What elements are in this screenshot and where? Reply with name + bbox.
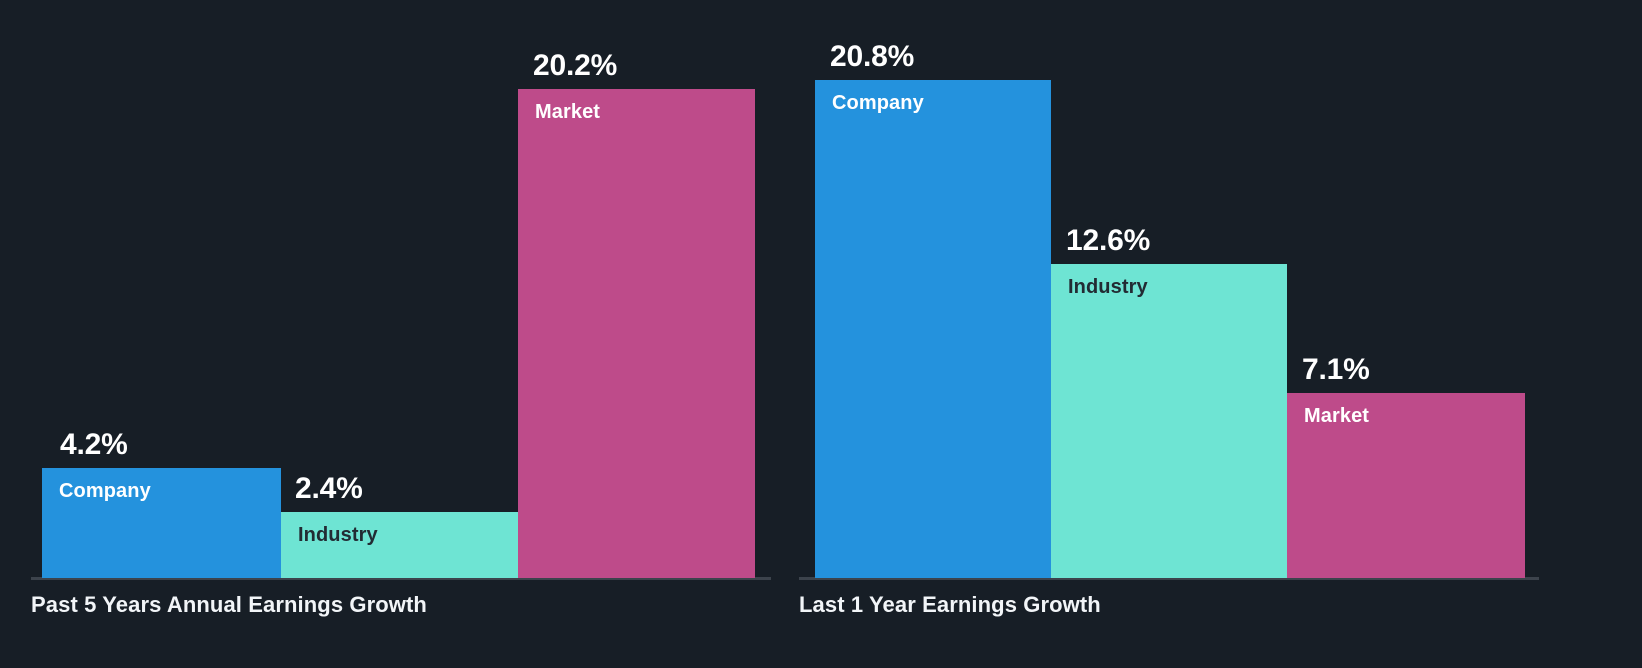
bar-category-label-left-industry: Industry — [298, 524, 378, 546]
chart-panel-last-1-year: Company 20.8% Industry 12.6% Market 7.1%… — [790, 0, 1642, 668]
bar-left-industry[interactable]: Industry — [281, 512, 518, 578]
bar-fill-right-industry — [1051, 264, 1287, 578]
bar-value-label-left-company: 4.2% — [60, 428, 128, 461]
bar-category-label-left-company: Company — [59, 480, 151, 502]
bar-value-label-left-industry: 2.4% — [295, 472, 363, 505]
bar-value-label-right-company: 20.8% — [830, 40, 915, 73]
bar-category-label-right-company: Company — [832, 92, 924, 114]
bar-category-label-right-industry: Industry — [1068, 276, 1148, 298]
bar-value-label-right-market: 7.1% — [1302, 353, 1370, 386]
bar-fill-left-company — [42, 468, 281, 578]
bar-right-market[interactable]: Market — [1287, 393, 1525, 578]
bar-fill-right-market — [1287, 393, 1525, 578]
bar-category-label-left-market: Market — [535, 101, 601, 123]
bar-right-company[interactable]: Company — [815, 80, 1051, 578]
chart-title-last-1-year: Last 1 Year Earnings Growth — [799, 592, 1101, 617]
x-axis-line-right — [799, 577, 1539, 580]
bar-fill-left-industry — [281, 512, 518, 578]
bar-fill-right-company — [815, 80, 1051, 578]
bar-category-label-right-market: Market — [1304, 405, 1370, 427]
chart-panel-past-5-years: Company 4.2% Industry 2.4% Market 20.2% … — [0, 0, 790, 668]
bar-left-market[interactable]: Market — [518, 89, 755, 578]
chart-title-past-5-years: Past 5 Years Annual Earnings Growth — [31, 592, 427, 617]
plot-area-left: Company 4.2% Industry 2.4% Market 20.2% — [0, 0, 790, 580]
bar-value-label-left-market: 20.2% — [533, 49, 618, 82]
bar-value-label-right-industry: 12.6% — [1066, 224, 1151, 257]
bar-right-industry[interactable]: Industry — [1051, 264, 1287, 578]
bar-fill-left-market — [518, 89, 755, 578]
plot-area-right: Company 20.8% Industry 12.6% Market 7.1% — [790, 0, 1642, 580]
bar-left-company[interactable]: Company — [42, 468, 281, 578]
x-axis-line-left — [31, 577, 771, 580]
